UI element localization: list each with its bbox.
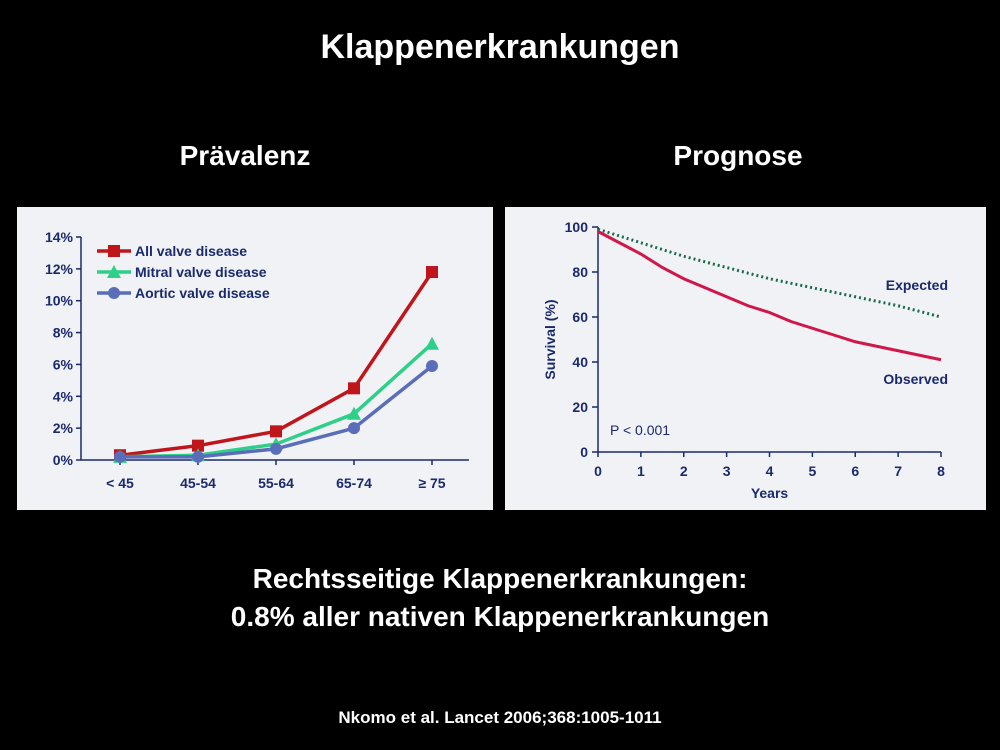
citation: Nkomo et al. Lancet 2006;368:1005-1011	[338, 708, 662, 727]
right-heading: Prognose	[673, 140, 803, 171]
y-tick-label: 40	[572, 354, 588, 370]
data-point	[348, 422, 360, 435]
legend-label: Aortic valve disease	[135, 285, 270, 301]
legend-label: All valve disease	[135, 243, 247, 259]
y-tick-label: 10%	[45, 293, 74, 309]
series-line	[597, 227, 942, 319]
x-tick-label: < 45	[106, 475, 134, 491]
y-tick-label: 0	[580, 444, 588, 460]
prognosis-chart: 0 20 40 60 80 100 0 1 2 3 4 5 6 7 8 Years Survival (%) Ex…	[542, 219, 948, 501]
legend-marker	[108, 287, 120, 299]
data-point	[347, 406, 361, 420]
legend-marker	[107, 265, 121, 278]
y-tick-label: 2%	[53, 420, 74, 436]
x-tick-label: 0	[594, 463, 602, 479]
x-tick-label: 7	[894, 463, 902, 479]
series-line	[597, 230, 942, 362]
legend-marker	[108, 245, 120, 257]
data-point	[114, 450, 126, 463]
y-axis-label: Survival (%)	[542, 299, 558, 379]
y-tick-label: 80	[572, 264, 588, 280]
y-tick-label: 20	[572, 399, 588, 415]
data-point	[192, 439, 204, 452]
prevalence-chart: 0% 2% 4% 6% 8% 10% 12% 14% < 45 45-54 55-64 65-74 ≥ …	[45, 229, 469, 491]
x-tick-label: 2	[680, 463, 688, 479]
prevalence-chart-panel: 0% 2% 4% 6% 8% 10% 12% 14% < 45 45-54 55-64 65-74 ≥ …	[17, 207, 493, 510]
series-label: Observed	[883, 371, 948, 387]
data-point	[270, 442, 282, 455]
x-axis-label: Years	[751, 485, 789, 501]
y-tick-label: 12%	[45, 261, 74, 277]
data-point	[192, 450, 204, 463]
x-tick-label: 8	[937, 463, 945, 479]
p-value-annotation: P < 0.001	[610, 422, 670, 438]
y-tick-label: 4%	[53, 388, 74, 404]
x-tick-label: 3	[723, 463, 731, 479]
summary-line-2: 0.8% aller nativen Klappenerkrankungen	[230, 601, 770, 632]
data-point	[425, 336, 439, 350]
y-tick-label: 8%	[53, 325, 74, 341]
y-tick-label: 6%	[53, 356, 74, 372]
left-heading: Prävalenz	[179, 140, 311, 171]
series-label: Expected	[886, 277, 948, 293]
legend-label: Mitral valve disease	[135, 264, 267, 280]
x-tick-label: 65-74	[336, 475, 372, 491]
summary-line-1: Rechtsseitige Klappenerkrankungen:	[252, 563, 748, 594]
page-title: Klappenerkrankungen	[320, 28, 680, 66]
y-tick-label: 0%	[53, 452, 74, 468]
y-tick-label: 100	[565, 219, 589, 235]
data-point	[426, 360, 438, 373]
x-tick-label: 1	[637, 463, 645, 479]
x-tick-label: ≥ 75	[418, 475, 445, 491]
x-tick-label: 55-64	[258, 475, 294, 491]
y-tick-label: 14%	[45, 229, 74, 245]
data-point	[270, 425, 282, 438]
summary-text: Rechtsseitige Klappenerkrankungen: 0.8% …	[0, 560, 1000, 636]
x-tick-label: 6	[851, 463, 859, 479]
x-tick-label: 4	[766, 463, 774, 479]
data-point	[348, 382, 360, 395]
prognosis-chart-panel: 0 20 40 60 80 100 0 1 2 3 4 5 6 7 8 Years Survival (%) Ex…	[505, 207, 986, 510]
y-tick-label: 60	[572, 309, 588, 325]
x-tick-label: 45-54	[180, 475, 216, 491]
x-tick-label: 5	[808, 463, 816, 479]
data-point	[426, 266, 438, 279]
